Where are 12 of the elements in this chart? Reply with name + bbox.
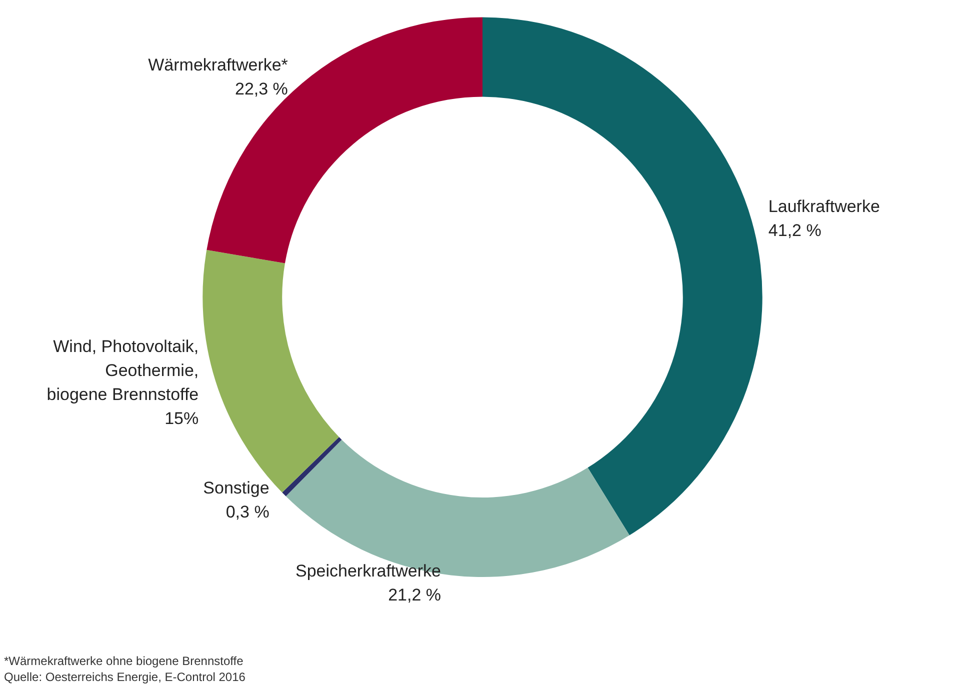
data-label: 41,2 % xyxy=(768,221,822,240)
data-label: 22,3 % xyxy=(234,80,288,99)
slice-label: Wind, Photovoltaik, Geothermie, biogene Brennstoffe xyxy=(46,337,199,404)
slice-label: Speicherkraftwerke xyxy=(296,562,442,581)
slice-label: Sonstige xyxy=(203,478,270,498)
slice-label: Wärmekraftwerke* xyxy=(148,56,288,75)
data-label: 21,2 % xyxy=(388,586,442,605)
text: *Wärmekraftwerke ohne biogene Brennstoffe xyxy=(4,654,244,668)
data-label: 15% xyxy=(164,409,199,428)
data-label: 0,3 % xyxy=(226,502,270,522)
source-note: Quelle: Oesterreichs Energie, E-Control 2016 xyxy=(4,670,246,684)
slice-label: Laufkraftwerke xyxy=(768,197,880,216)
